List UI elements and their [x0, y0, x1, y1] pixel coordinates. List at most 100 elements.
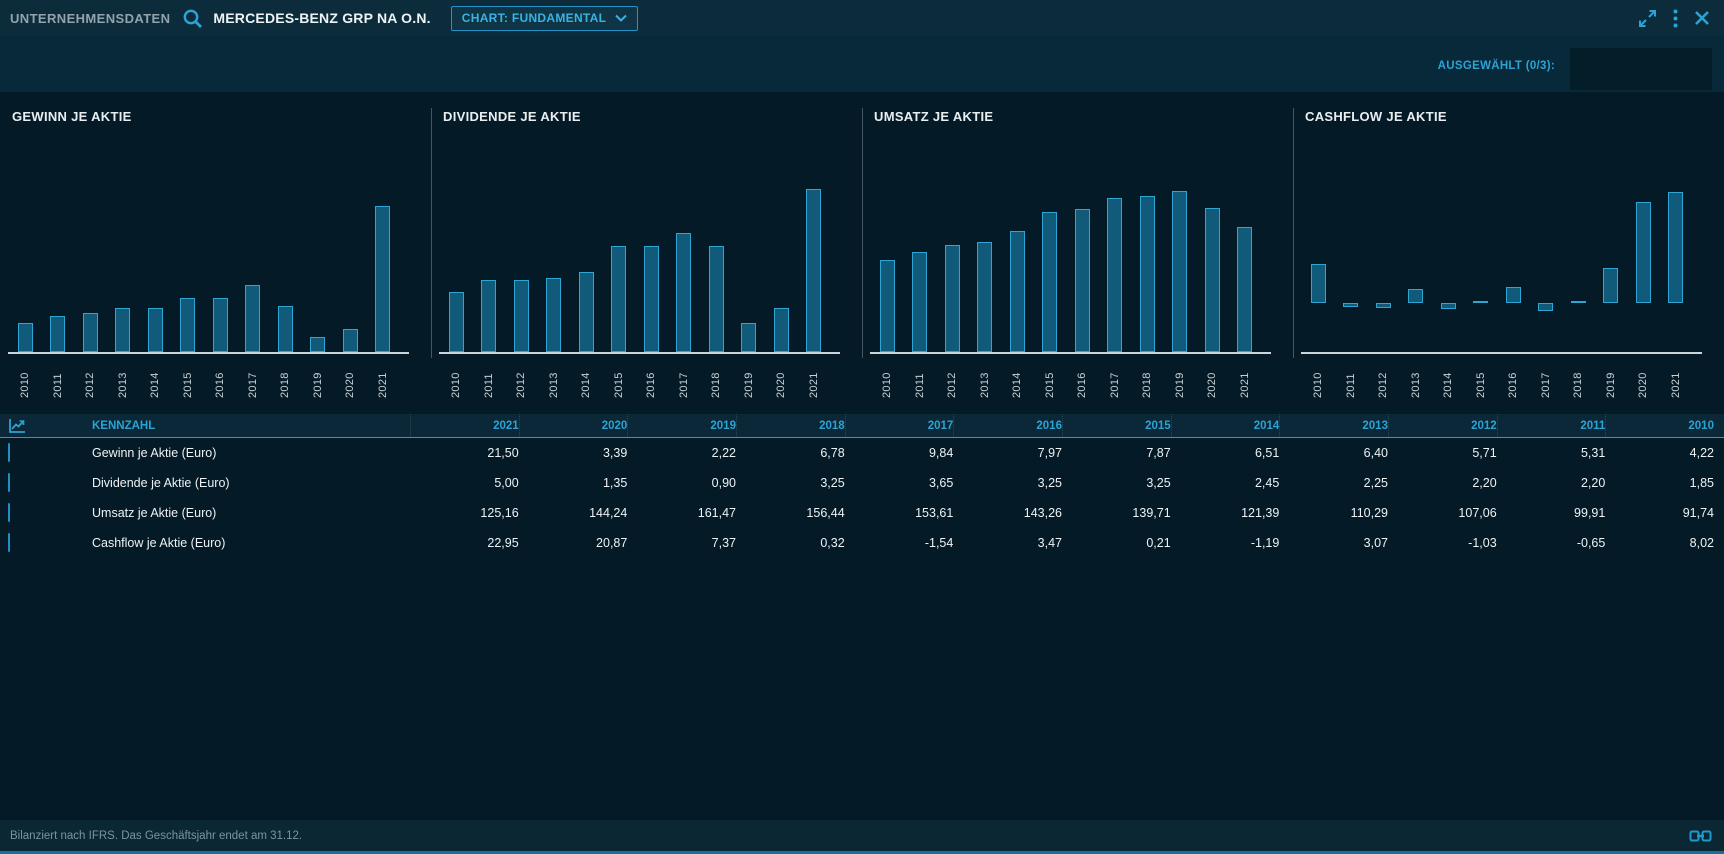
chart-bar-2016 [1506, 287, 1521, 304]
x-axis-tick-label: 2016 [1076, 372, 1088, 398]
chart-bar-2019 [1603, 268, 1618, 304]
x-axis-tick-label: 2019 [1605, 372, 1617, 398]
row-value: 3,65 [845, 476, 954, 490]
x-axis-tick-label: 2013 [548, 372, 560, 398]
column-header-year: 2018 [736, 414, 845, 437]
chart-type-select[interactable]: CHART: FUNDAMENTAL [451, 6, 639, 31]
x-axis-tick-label: 2011 [52, 373, 64, 398]
chart-bar-2013 [1408, 289, 1423, 304]
row-value: 2,25 [1279, 476, 1388, 490]
linked-squares-logo-icon[interactable] [1689, 829, 1712, 843]
x-axis-tick-label: 2010 [19, 372, 31, 398]
x-axis-tick-label: 2012 [946, 372, 958, 398]
row-value: 3,07 [1279, 536, 1388, 550]
x-axis-tick-label: 2019 [1174, 372, 1186, 398]
row-value: 153,61 [845, 506, 954, 520]
x-axis-tick-label: 2010 [881, 372, 893, 398]
chart-panel-cashflow: CASHFLOW JE AKTIE 2010201120122013201420… [1293, 96, 1724, 414]
x-axis-tick-label: 2019 [312, 372, 324, 398]
chart-panel-dividende: DIVIDENDE JE AKTIE 201020112012201320142… [431, 96, 862, 414]
row-value: 3,25 [953, 476, 1062, 490]
column-header-year: 2015 [1062, 414, 1171, 437]
row-value: -0,65 [1497, 536, 1606, 550]
column-header-year: 2016 [953, 414, 1062, 437]
row-value: 4,22 [1605, 446, 1714, 460]
x-axis-tick-label: 2017 [247, 372, 259, 398]
row-value: 1,85 [1605, 476, 1714, 490]
x-axis-line [1301, 352, 1702, 354]
chart-bar-2019 [310, 337, 325, 352]
charts-section: GEWINN JE AKTIE 201020112012201320142015… [0, 96, 1724, 414]
chart-bar-2010 [18, 323, 33, 352]
chart-bar-2013 [977, 242, 992, 352]
chart-bar-2019 [741, 323, 756, 352]
expand-icon[interactable] [1638, 9, 1657, 28]
chart-bar-2016 [213, 298, 228, 352]
row-value: 121,39 [1171, 506, 1280, 520]
row-checkbox[interactable] [8, 473, 10, 492]
row-value: 1,35 [519, 476, 628, 490]
row-value: 0,32 [736, 536, 845, 550]
chart-bar-2020 [343, 329, 358, 352]
chart-bar-2014 [579, 272, 594, 352]
row-value: -1,54 [845, 536, 954, 550]
x-axis-tick-label: 2015 [1044, 372, 1056, 398]
footer-bar: Bilanziert nach IFRS. Das Geschäftsjahr … [0, 820, 1724, 854]
x-axis-tick-label: 2021 [1239, 372, 1251, 398]
row-value: 6,51 [1171, 446, 1280, 460]
x-axis-tick-label: 2015 [1475, 372, 1487, 398]
chart-bar-2010 [449, 292, 464, 352]
row-value: 7,97 [953, 446, 1062, 460]
x-axis-tick-label: 2017 [1109, 372, 1121, 398]
row-value: 6,78 [736, 446, 845, 460]
row-value: 3,47 [953, 536, 1062, 550]
chart-bar-2015 [1042, 212, 1057, 352]
selection-bar: AUSGEWÄHLT (0/3): [0, 36, 1724, 92]
row-value: 5,00 [410, 476, 519, 490]
table-row: Gewinn je Aktie (Euro)21,503,392,226,789… [0, 438, 1724, 468]
row-value: 143,26 [953, 506, 1062, 520]
x-axis-tick-label: 2019 [743, 372, 755, 398]
chart-bar-2012 [1376, 303, 1391, 308]
chart-bar-2018 [278, 306, 293, 352]
x-axis-tick-label: 2018 [279, 372, 291, 398]
x-axis-tick-label: 2012 [1377, 372, 1389, 398]
chart-bar-2021 [375, 206, 390, 352]
row-value: 2,22 [627, 446, 736, 460]
column-header-year: 2017 [845, 414, 954, 437]
kebab-menu-icon[interactable] [1673, 9, 1678, 28]
x-axis-line [870, 352, 1271, 354]
chart-bar-2012 [945, 245, 960, 352]
chart-bar-2018 [709, 246, 724, 352]
close-icon[interactable] [1694, 10, 1710, 26]
row-checkbox[interactable] [8, 443, 10, 462]
column-header-year: 2011 [1497, 414, 1606, 437]
row-value: 5,71 [1388, 446, 1497, 460]
row-value: 2,45 [1171, 476, 1280, 490]
row-checkbox[interactable] [8, 533, 10, 552]
chevron-down-icon [615, 14, 627, 22]
chart-bar-2021 [806, 189, 821, 352]
search-icon[interactable] [182, 8, 203, 29]
row-value: 3,25 [736, 476, 845, 490]
row-value: 0,90 [627, 476, 736, 490]
chart-bar-2012 [514, 280, 529, 352]
row-label: Cashflow je Aktie (Euro) [44, 536, 410, 550]
x-axis-tick-label: 2020 [344, 372, 356, 398]
row-checkbox[interactable] [8, 503, 10, 522]
x-axis-tick-label: 2018 [1572, 372, 1584, 398]
row-value: 5,31 [1497, 446, 1606, 460]
selected-count-label: AUSGEWÄHLT (0/3): [1438, 60, 1555, 72]
x-axis-tick-label: 2013 [1410, 372, 1422, 398]
line-chart-icon [8, 418, 44, 434]
chart-bar-2017 [676, 233, 691, 352]
x-axis-tick-label: 2016 [214, 372, 226, 398]
x-axis-tick-label: 2021 [808, 372, 820, 398]
column-header-kennzahl: KENNZAHL [44, 420, 410, 432]
x-axis-tick-label: 2017 [1540, 372, 1552, 398]
chart-bar-2012 [83, 313, 98, 352]
row-label: Gewinn je Aktie (Euro) [44, 446, 410, 460]
chart-panel-umsatz: UMSATZ JE AKTIE 201020112012201320142015… [862, 96, 1293, 414]
row-label: Umsatz je Aktie (Euro) [44, 506, 410, 520]
chart-bar-2020 [774, 308, 789, 352]
